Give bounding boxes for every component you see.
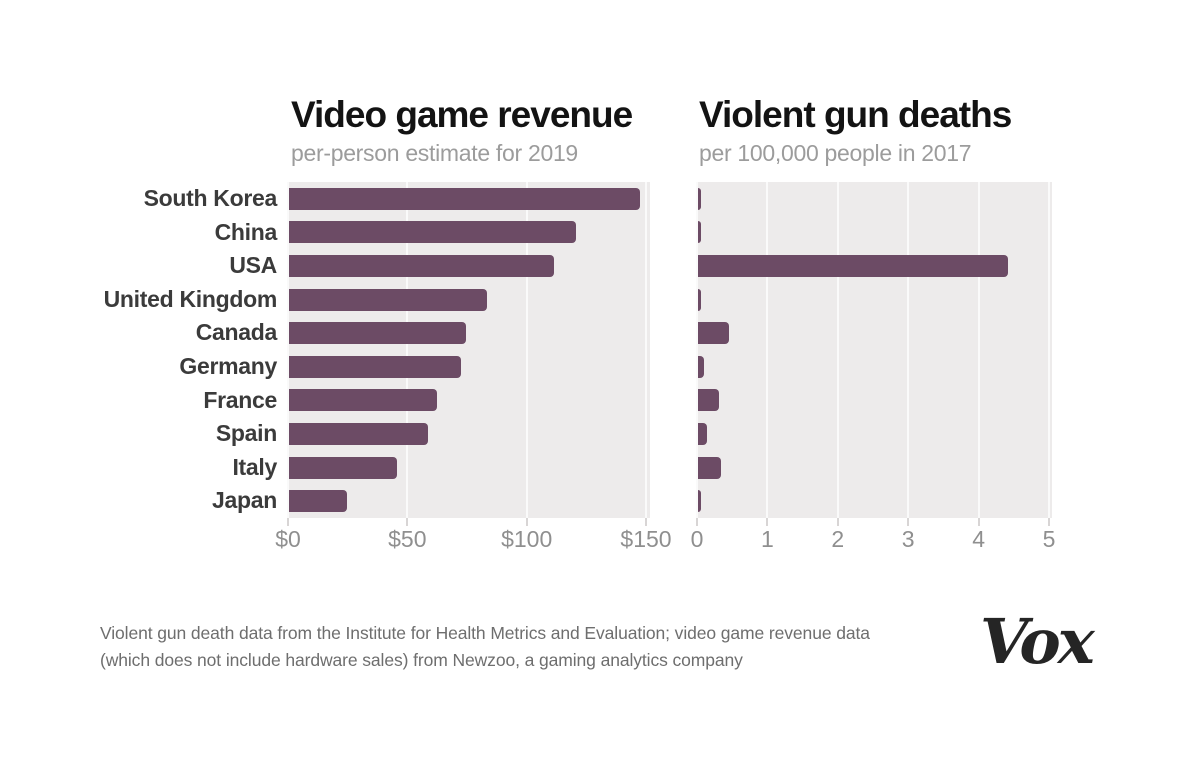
axis-tick	[766, 518, 769, 526]
category-label-italy: Italy	[232, 453, 277, 480]
axis-tick-label: 5	[1042, 526, 1056, 552]
axis-tick	[696, 518, 698, 526]
category-label-usa: USA	[229, 252, 277, 279]
bar-italy	[289, 456, 397, 479]
gun-deaths-chart-title: Violent gun deaths	[699, 94, 1012, 135]
gridline	[645, 182, 647, 518]
bar-united-kingdom	[289, 288, 488, 311]
axis-tick-label: 4	[972, 526, 985, 552]
bar-japan	[289, 490, 347, 513]
bar-south-korea	[289, 187, 641, 210]
axis-tick-label: 3	[901, 526, 915, 552]
bar-south-korea	[698, 187, 701, 210]
category-label-japan: Japan	[212, 487, 277, 514]
axis-tick	[525, 518, 528, 526]
category-labels-column: South Korea China USA United Kingdom Canada G…	[60, 182, 278, 518]
gridline	[1048, 182, 1050, 518]
revenue-chart-title: Video game revenue	[291, 94, 633, 135]
bar-united-kingdom	[698, 288, 701, 311]
bar-japan	[698, 490, 701, 513]
axis-tick	[287, 518, 289, 526]
revenue-chart-plot: $0 $50 $100 $150	[275, 182, 672, 552]
axis-tick-label: $50	[388, 526, 427, 552]
axis-tick	[1048, 518, 1050, 526]
bar-germany	[289, 355, 462, 378]
category-label-united-kingdom: United Kingdom	[103, 285, 278, 312]
bar-canada	[698, 322, 730, 345]
gridline	[287, 182, 289, 518]
category-label-south-korea: South Korea	[143, 185, 278, 211]
source-note: Violent gun death data from the Institut…	[100, 620, 960, 674]
gun-deaths-title-block: Violent gun deaths per 100,000 people in…	[699, 94, 1012, 167]
axis-tick	[907, 518, 910, 526]
bar-italy	[698, 456, 721, 479]
axis-tick	[836, 518, 839, 526]
bar-usa	[289, 255, 555, 277]
revenue-chart-subtitle: per-person estimate for 2019	[291, 140, 578, 166]
vox-logo: Vox	[980, 605, 1095, 678]
category-label-france: France	[203, 386, 277, 413]
gridline	[406, 182, 409, 518]
category-label-china: China	[214, 218, 278, 245]
bar-germany	[698, 355, 705, 378]
bar-spain	[289, 423, 428, 445]
bar-china	[698, 221, 701, 244]
axis-tick-label: 0	[690, 526, 704, 552]
revenue-title-block: Video game revenue per-person estimate f…	[291, 94, 633, 167]
category-label-spain: Spain	[215, 420, 277, 447]
bar-france	[698, 389, 719, 412]
axis-tick-label: $100	[501, 526, 553, 552]
axis-tick	[977, 518, 980, 526]
axis-tick	[406, 518, 409, 526]
axis-tick-label: 1	[760, 526, 774, 552]
gun-deaths-chart-subtitle: per 100,000 people in 2017	[699, 140, 972, 166]
gridline	[907, 182, 910, 518]
axis-tick-label: 2	[831, 526, 845, 552]
source-note-line2: (which does not include hardware sales) …	[100, 650, 743, 670]
gridline	[977, 182, 980, 518]
axis-tick-label: $150	[620, 526, 672, 552]
gridline	[836, 182, 839, 518]
bar-usa	[698, 255, 1008, 277]
axis-tick-label: $0	[275, 526, 301, 552]
bar-spain	[698, 423, 707, 445]
bar-canada	[289, 322, 466, 345]
bar-france	[289, 389, 438, 412]
bar-china	[289, 221, 576, 244]
category-label-germany: Germany	[179, 353, 277, 379]
source-note-line1: Violent gun death data from the Institut…	[100, 623, 870, 643]
gun-deaths-chart-plot: 0 1 2 3 4 5	[691, 182, 1055, 552]
gridline	[525, 182, 528, 518]
gridline	[696, 182, 698, 518]
axis-tick	[645, 518, 647, 526]
category-label-canada: Canada	[195, 319, 278, 346]
gridline	[766, 182, 769, 518]
